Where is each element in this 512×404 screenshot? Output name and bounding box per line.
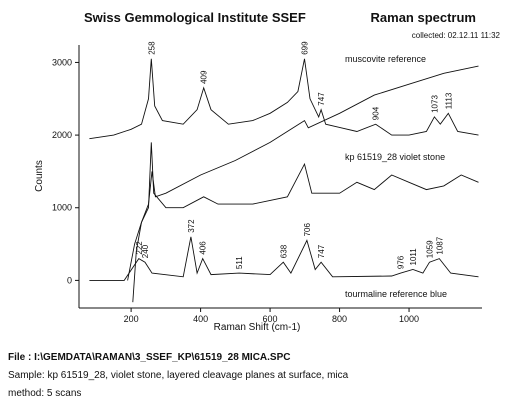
peak-label: 258 — [147, 41, 156, 55]
peak-label: 699 — [301, 41, 310, 55]
y-tick-label: 3000 — [52, 57, 72, 67]
peak-label: 1011 — [409, 248, 418, 266]
peak-label: 511 — [235, 256, 244, 269]
series-label: tourmaline reference blue — [345, 289, 447, 299]
y-axis-label: Counts — [34, 160, 45, 192]
peak-label: 409 — [200, 70, 209, 84]
spectrum-line — [127, 142, 479, 281]
peak-label: 747 — [317, 92, 326, 106]
sample-note: Sample: kp 61519_28, violet stone, layer… — [8, 370, 349, 381]
file-path: File : I:\GEMDATA\RAMAN\3_SSEF_KP\61519_… — [8, 352, 291, 363]
institute: Swiss Gemmological Institute SSEF — [84, 10, 306, 25]
spectrum-line — [132, 65, 479, 303]
peak-label: 1087 — [435, 236, 444, 254]
peak-label: 976 — [397, 255, 406, 269]
x-tick-label: 600 — [263, 314, 278, 324]
peak-label: 1059 — [426, 240, 435, 258]
series-label: kp 61519_28 violet stone — [345, 152, 445, 162]
peak-label: 638 — [279, 244, 288, 258]
spectrum-line — [89, 236, 479, 281]
x-axis-label: Raman Shift (cm-1) — [214, 322, 301, 333]
peak-label: 372 — [187, 219, 196, 233]
y-tick-label: 2000 — [52, 130, 72, 140]
x-tick-label: 200 — [124, 314, 139, 324]
y-tick-label: 0 — [67, 275, 72, 285]
x-tick-label: 400 — [193, 314, 208, 324]
peak-label: 1113 — [444, 92, 453, 109]
spectrum-line — [89, 58, 479, 140]
peak-label: 747 — [317, 244, 326, 258]
peak-label: 1073 — [430, 95, 439, 113]
method-note: method: 5 scans — [8, 388, 82, 399]
peak-label: 406 — [199, 241, 208, 255]
chart: Swiss Gemmological Institute SSEF Raman … — [34, 10, 501, 333]
peak-label: 240 — [141, 244, 150, 258]
series-label: muscovite reference — [345, 54, 426, 64]
page-title: Raman spectrum — [371, 10, 476, 25]
x-tick-label: 1000 — [399, 314, 419, 324]
peak-label: 706 — [303, 223, 312, 237]
y-tick-label: 1000 — [52, 203, 72, 213]
peak-label: 904 — [372, 106, 381, 120]
x-tick-label: 800 — [332, 314, 347, 324]
collected: collected: 02.12.11 11:32 — [412, 31, 501, 40]
peak-label: 222 — [135, 241, 144, 255]
